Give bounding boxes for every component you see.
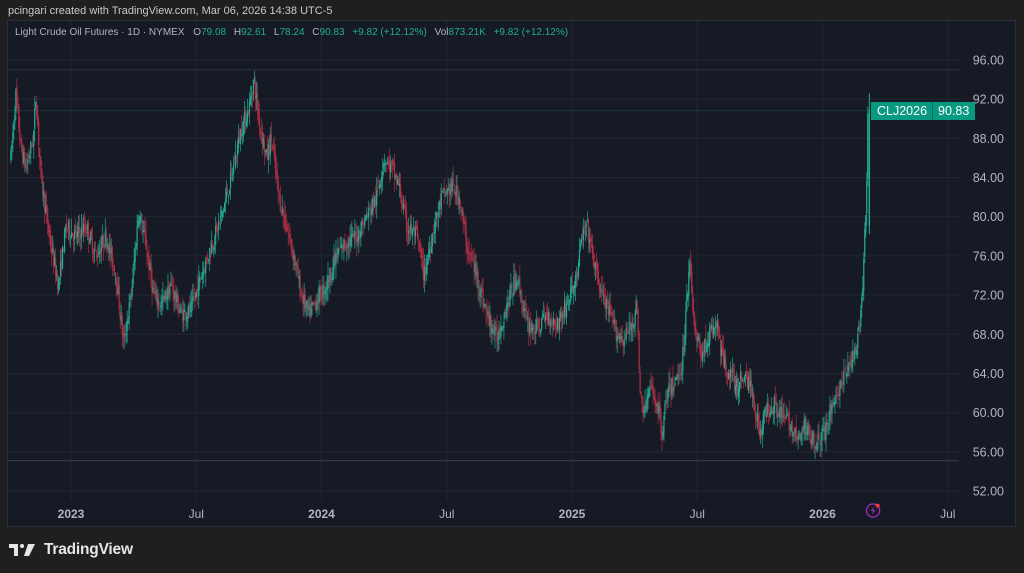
price-scale[interactable]: 96.00 92.00 88.00 84.00 80.00 76.00 72.00 68.00… [973,54,1004,499]
high-label: H [233,27,242,38]
volume-label: Vol [434,27,449,38]
tradingview-logo-icon [9,544,35,556]
change-value: +9.82 (+12.12%) [352,27,427,38]
close-label: C [312,27,320,38]
svg-text:Jul: Jul [690,507,705,521]
symbol-title[interactable]: Light Crude Oil Futures · 1D · NYMEX [15,27,185,38]
price-tag-value: 90.83 [933,101,976,120]
svg-text:84.00: 84.00 [973,171,1004,185]
svg-text:76.00: 76.00 [973,249,1004,263]
svg-text:92.00: 92.00 [973,93,1004,107]
svg-text:2026: 2026 [809,507,836,521]
grid-lines [8,21,959,501]
svg-text:68.00: 68.00 [973,328,1004,342]
price-level-lines [8,69,959,462]
tradingview-logo[interactable]: TradingView [9,541,133,559]
price-tag-symbol: CLJ2026 [871,101,934,120]
candles [10,70,871,460]
svg-text:52.00: 52.00 [973,484,1004,498]
open-value: 79.08 [201,27,227,38]
svg-text:96.00: 96.00 [973,54,1004,68]
last-price-tag: CLJ2026 90.83 [871,101,976,120]
svg-text:Jul: Jul [189,507,204,521]
svg-text:88.00: 88.00 [973,132,1004,146]
volume-value: 873.21K [448,27,486,38]
svg-text:60.00: 60.00 [973,406,1004,420]
low-label: L [273,27,280,38]
svg-text:72.00: 72.00 [973,289,1004,303]
volume-change-value: +9.82 (+12.12%) [493,27,569,38]
chart-legend: Light Crude Oil Futures · 1D · NYMEX O79… [15,27,573,38]
svg-text:64.00: 64.00 [973,367,1004,381]
svg-text:Jul: Jul [439,507,454,521]
svg-text:80.00: 80.00 [973,210,1004,224]
brand-name: TradingView [44,541,133,558]
open-label: O [193,27,202,38]
chart-credit: pcingari created with TradingView.com, M… [8,5,333,17]
lightning-alert-icon[interactable] [865,502,881,518]
svg-text:2023: 2023 [58,507,85,521]
svg-text:2024: 2024 [308,507,335,521]
high-value: 92.61 [241,27,267,38]
close-value: 90.83 [319,27,345,38]
svg-text:2025: 2025 [559,507,586,521]
svg-text:Jul: Jul [940,507,955,521]
candlestick-chart[interactable]: 96.00 92.00 88.00 84.00 80.00 76.00 72.00 68.00… [8,21,1016,527]
svg-text:56.00: 56.00 [973,445,1004,459]
low-value: 78.24 [279,27,305,38]
time-scale[interactable]: 2023 Jul 2024 Jul 2025 Jul 2026 Jul [58,507,956,521]
chart-panel[interactable]: Light Crude Oil Futures · 1D · NYMEX O79… [7,20,1016,527]
